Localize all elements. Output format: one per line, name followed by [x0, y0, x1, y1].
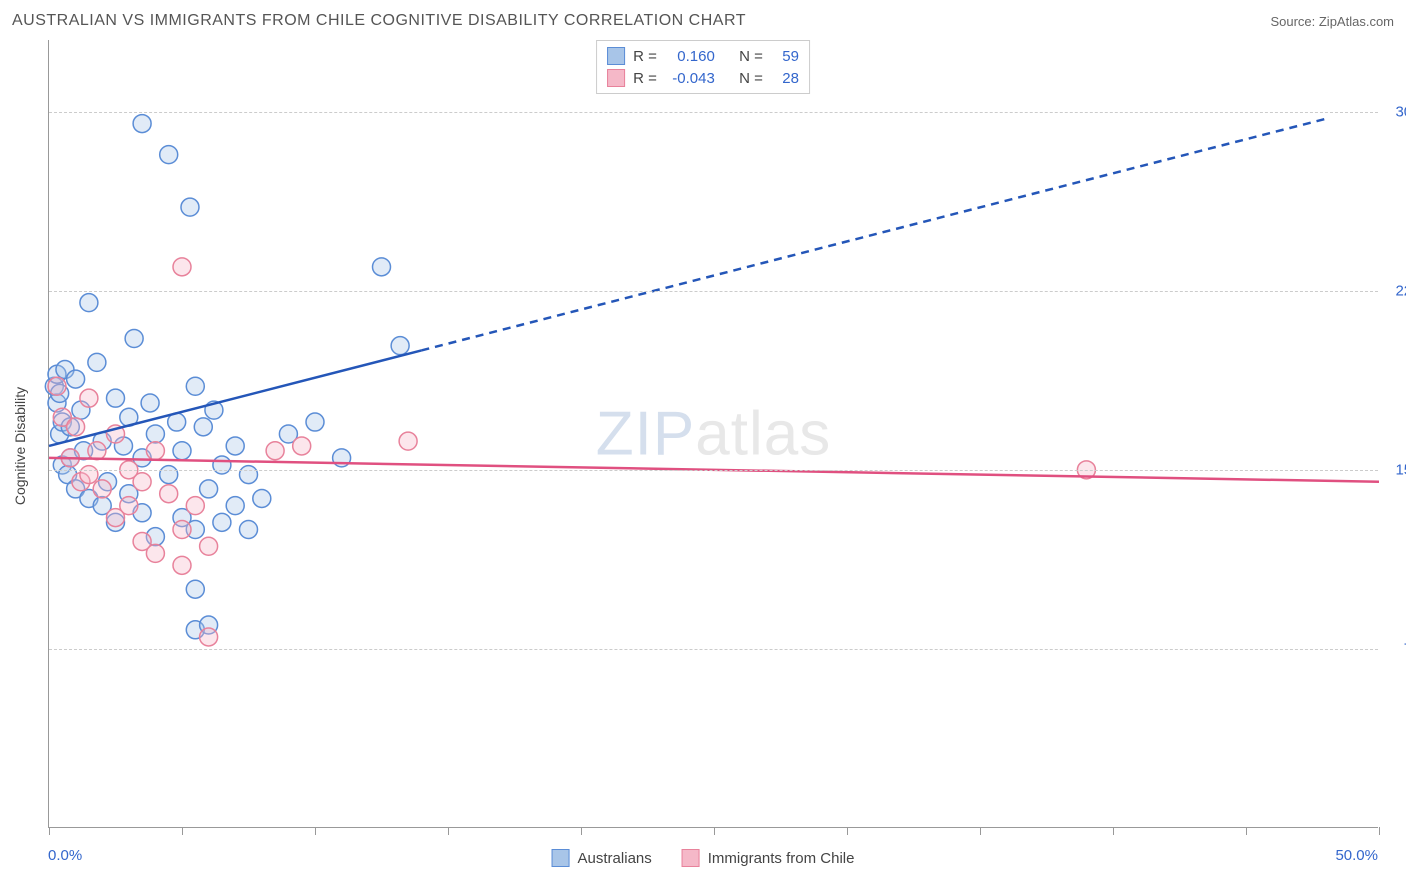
scatter-point — [266, 442, 284, 460]
plot-svg — [49, 40, 1378, 827]
stats-row: R = -0.043 N = 28 — [607, 67, 799, 89]
scatter-point — [200, 480, 218, 498]
scatter-point — [67, 418, 85, 436]
scatter-point — [80, 389, 98, 407]
x-tick — [49, 827, 50, 835]
x-axis-max-label: 50.0% — [1335, 847, 1378, 864]
stat-n-value: 28 — [771, 70, 799, 87]
scatter-point — [146, 425, 164, 443]
scatter-point — [125, 329, 143, 347]
scatter-point — [48, 377, 66, 395]
x-tick — [847, 827, 848, 835]
y-axis-title: Cognitive Disability — [12, 387, 28, 505]
scatter-point — [173, 521, 191, 539]
gridline — [49, 470, 1378, 471]
bottom-legend: Australians Immigrants from Chile — [552, 849, 855, 867]
stat-r-label: R = — [633, 70, 657, 87]
scatter-point — [173, 258, 191, 276]
x-tick — [1246, 827, 1247, 835]
stats-row: R = 0.160 N = 59 — [607, 45, 799, 67]
source-label: Source: ZipAtlas.com — [1270, 14, 1394, 29]
bottom-legend-item: Australians — [552, 849, 652, 867]
scatter-point — [133, 115, 151, 133]
scatter-point — [93, 480, 111, 498]
scatter-point — [146, 442, 164, 460]
legend-label: Immigrants from Chile — [708, 850, 855, 867]
scatter-point — [146, 544, 164, 562]
y-tick-label: 22.5% — [1383, 282, 1406, 299]
chart-container: AUSTRALIAN VS IMMIGRANTS FROM CHILE COGN… — [0, 0, 1406, 892]
stat-n-label: N = — [739, 70, 763, 87]
scatter-point — [240, 466, 258, 484]
stat-r-label: R = — [633, 48, 657, 65]
scatter-point — [226, 497, 244, 515]
scatter-point — [186, 377, 204, 395]
x-tick — [980, 827, 981, 835]
scatter-point — [160, 146, 178, 164]
legend-swatch — [607, 69, 625, 87]
scatter-point — [107, 389, 125, 407]
legend-swatch — [607, 47, 625, 65]
trend-line-extrapolated — [421, 119, 1325, 351]
stat-n-value: 59 — [771, 48, 799, 65]
scatter-point — [173, 442, 191, 460]
gridline — [49, 291, 1378, 292]
x-tick — [581, 827, 582, 835]
scatter-point — [200, 628, 218, 646]
scatter-point — [160, 466, 178, 484]
scatter-point — [67, 370, 85, 388]
scatter-point — [240, 521, 258, 539]
scatter-point — [160, 485, 178, 503]
legend-label: Australians — [578, 850, 652, 867]
scatter-point — [194, 418, 212, 436]
x-tick — [714, 827, 715, 835]
scatter-point — [120, 497, 138, 515]
scatter-point — [293, 437, 311, 455]
scatter-point — [88, 353, 106, 371]
scatter-point — [399, 432, 417, 450]
scatter-point — [133, 473, 151, 491]
y-tick-label: 30.0% — [1383, 103, 1406, 120]
stats-legend: R = 0.160 N = 59 R = -0.043 N = 28 — [596, 40, 810, 94]
x-tick — [448, 827, 449, 835]
scatter-point — [80, 294, 98, 312]
scatter-point — [141, 394, 159, 412]
stat-r-value: 0.160 — [665, 48, 715, 65]
x-tick — [315, 827, 316, 835]
x-axis-min-label: 0.0% — [48, 847, 82, 864]
legend-swatch — [682, 849, 700, 867]
scatter-point — [373, 258, 391, 276]
legend-swatch — [552, 849, 570, 867]
bottom-legend-item: Immigrants from Chile — [682, 849, 855, 867]
scatter-point — [226, 437, 244, 455]
stat-n-label: N = — [739, 48, 763, 65]
scatter-point — [186, 580, 204, 598]
gridline — [49, 112, 1378, 113]
x-tick — [182, 827, 183, 835]
scatter-point — [80, 466, 98, 484]
scatter-point — [391, 337, 409, 355]
scatter-point — [213, 513, 231, 531]
y-tick-label: 7.5% — [1383, 640, 1406, 657]
scatter-point — [181, 198, 199, 216]
scatter-point — [253, 489, 271, 507]
chart-title: AUSTRALIAN VS IMMIGRANTS FROM CHILE COGN… — [12, 12, 746, 30]
x-tick — [1379, 827, 1380, 835]
gridline — [49, 649, 1378, 650]
scatter-point — [200, 537, 218, 555]
scatter-point — [213, 456, 231, 474]
plot-area: ZIPatlas 7.5%15.0%22.5%30.0% — [48, 40, 1378, 828]
title-bar: AUSTRALIAN VS IMMIGRANTS FROM CHILE COGN… — [12, 12, 1394, 30]
y-tick-label: 15.0% — [1383, 461, 1406, 478]
scatter-point — [88, 442, 106, 460]
stat-r-value: -0.043 — [665, 70, 715, 87]
scatter-point — [173, 556, 191, 574]
x-tick — [1113, 827, 1114, 835]
scatter-point — [186, 497, 204, 515]
scatter-point — [306, 413, 324, 431]
